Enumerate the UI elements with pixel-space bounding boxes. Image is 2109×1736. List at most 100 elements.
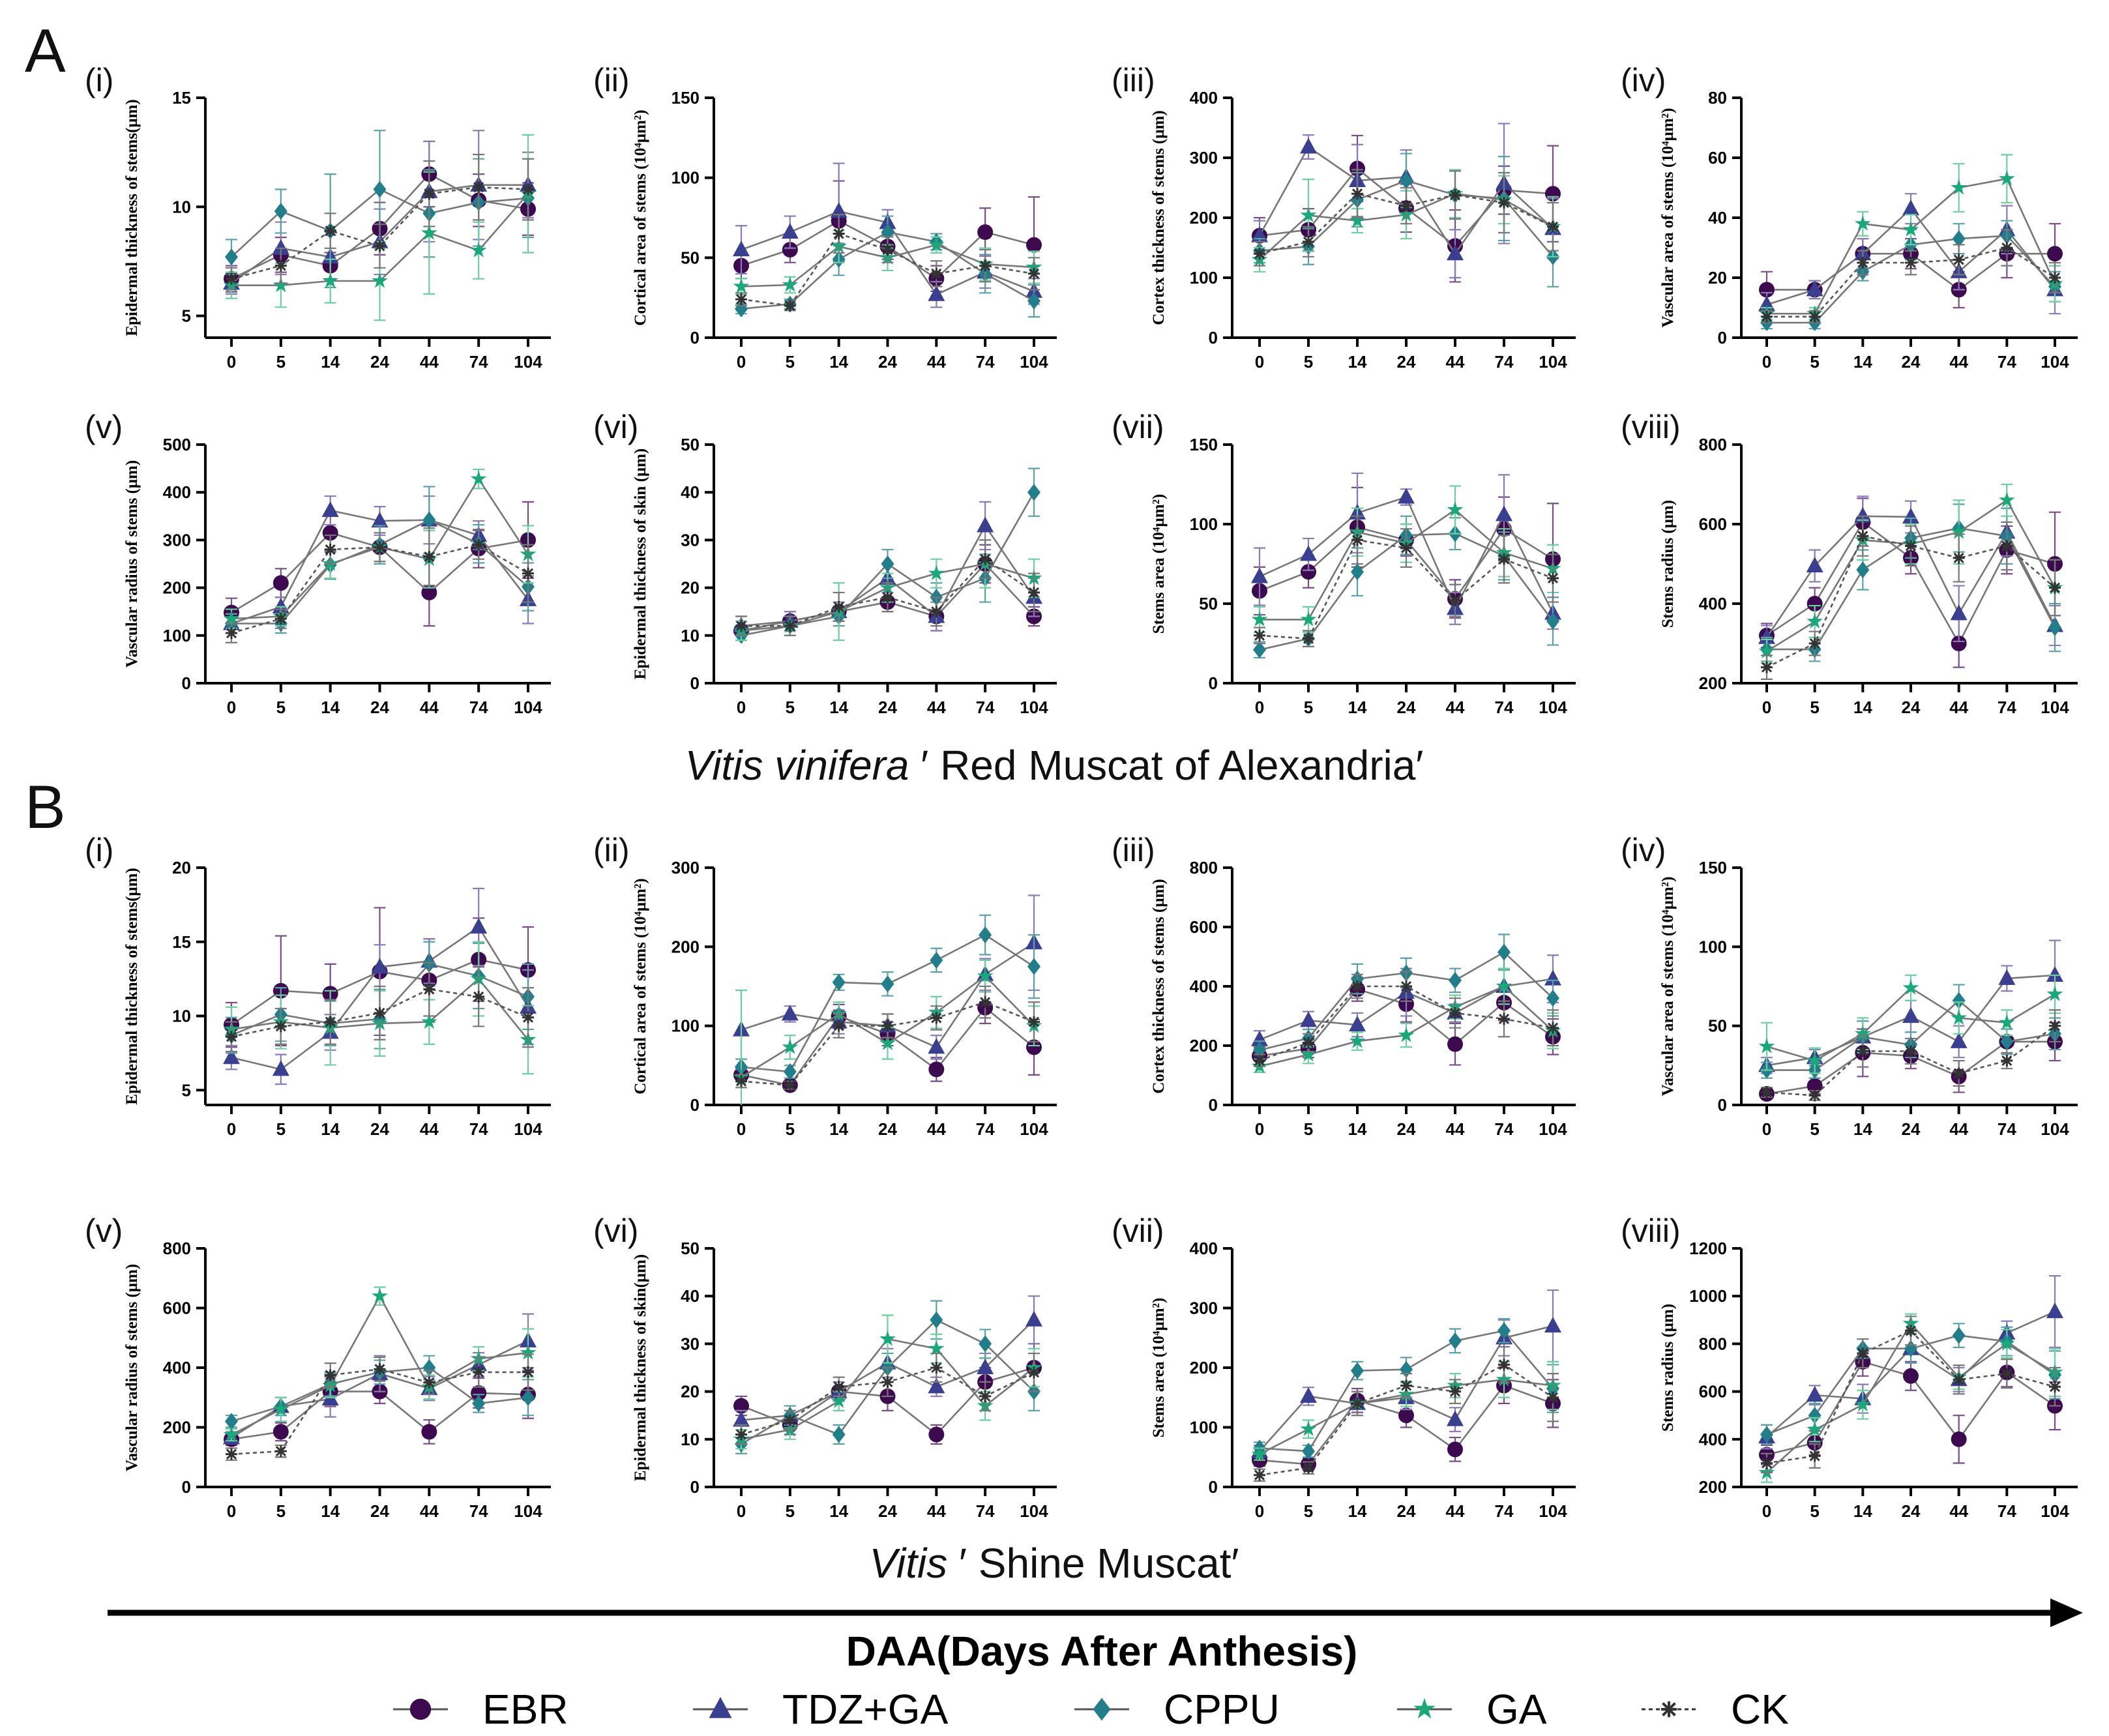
subplot-label: (v) — [85, 409, 123, 445]
data-point — [1449, 1007, 1461, 1019]
series-ck — [1761, 1009, 2061, 1102]
x-tick-label: 44 — [1446, 1501, 1465, 1521]
y-axis-label: Cortical area of stems (10⁴μm²) — [632, 110, 649, 325]
data-point — [783, 1063, 797, 1081]
data-point — [1449, 971, 1462, 989]
x-tick-label: 5 — [1810, 698, 1819, 717]
data-point — [273, 1401, 289, 1417]
data-point — [1806, 280, 1823, 297]
x-tick-label: 5 — [1810, 352, 1819, 372]
data-point — [1254, 629, 1265, 641]
data-point — [225, 1413, 238, 1430]
data-point — [1300, 207, 1317, 222]
x-tick-label: 44 — [1949, 1501, 1968, 1521]
data-point — [1351, 188, 1363, 200]
data-point — [2046, 1302, 2063, 1318]
data-point — [1760, 1426, 1773, 1443]
data-point — [1498, 1013, 1510, 1025]
data-point — [1398, 488, 1415, 504]
data-point — [2049, 581, 2061, 594]
data-point — [1300, 611, 1317, 626]
data-point — [1759, 282, 1775, 298]
data-point — [223, 610, 240, 626]
data-point — [2001, 1368, 2013, 1380]
x-tick-label: 0 — [1762, 352, 1771, 372]
chart-a-1: 5 10 15 0 5 14 24 44 74 104 Epidermal thickness of… — [85, 62, 551, 372]
subplot-label: (viii) — [1621, 1213, 1681, 1249]
data-point — [1300, 1011, 1317, 1027]
x-tick-label: 14 — [829, 352, 848, 372]
series-ga — [223, 134, 537, 321]
x-tick-label: 14 — [1853, 698, 1872, 717]
x-tick-label: 0 — [1255, 1119, 1264, 1139]
data-point — [1950, 604, 1968, 621]
data-point — [374, 541, 386, 553]
data-point — [421, 1013, 437, 1029]
y-tick-label: 150 — [671, 88, 700, 108]
data-point — [1902, 199, 1919, 216]
x-tick-label: 14 — [829, 1501, 848, 1521]
data-point — [879, 1035, 896, 1050]
x-tick-label: 14 — [321, 1501, 340, 1521]
series-ck — [1254, 971, 1559, 1067]
data-point — [735, 300, 748, 317]
data-point — [1351, 534, 1363, 546]
data-point — [522, 1366, 534, 1378]
data-point — [1547, 1022, 1559, 1034]
data-point — [1902, 221, 1919, 237]
data-point — [1302, 1443, 1315, 1460]
y-tick-label: 400 — [1190, 88, 1218, 108]
subplot-label: (ii) — [593, 832, 630, 868]
data-point — [1254, 1054, 1265, 1067]
x-tick-label: 104 — [2041, 1501, 2069, 1521]
data-point — [1905, 1045, 1917, 1057]
caption-b: Vitis ′ Shine Muscat′ — [869, 1540, 1239, 1587]
y-axis-label: Epidermal thickness of stems(μm) — [123, 868, 141, 1104]
data-point — [374, 1363, 386, 1376]
x-tick-label: 5 — [276, 698, 286, 717]
y-tick-label: 600 — [1699, 514, 1727, 534]
data-point — [1028, 267, 1040, 280]
data-point — [784, 1079, 796, 1091]
data-point — [977, 516, 994, 533]
x-tick-label: 104 — [1020, 698, 1048, 717]
x-tick-label: 74 — [976, 1119, 995, 1139]
data-point — [1496, 978, 1512, 993]
data-point — [928, 1377, 945, 1394]
x-tick-label: 0 — [1255, 1501, 1264, 1521]
data-point — [1806, 1386, 1823, 1402]
legend-marker — [409, 1698, 432, 1720]
y-axis-label: Stems radius (μm) — [1659, 500, 1677, 628]
x-tick-label: 24 — [878, 1119, 897, 1139]
data-point — [321, 501, 339, 518]
data-point — [930, 951, 943, 969]
data-point — [1808, 1450, 1821, 1462]
x-tick-label: 74 — [1495, 698, 1514, 717]
x-tick-label: 0 — [227, 698, 236, 717]
y-axis-label: Cortex thickness of stems (μm) — [1150, 879, 1168, 1093]
x-tick-label: 24 — [370, 698, 389, 717]
subplot-label: (vii) — [1112, 1213, 1164, 1249]
data-point — [784, 1414, 796, 1426]
data-point — [423, 1376, 435, 1389]
y-tick-label: 60 — [1708, 148, 1727, 168]
y-tick-label: 0 — [1718, 1095, 1727, 1115]
data-point — [1027, 958, 1040, 975]
data-point — [2001, 540, 2013, 552]
data-point — [930, 1362, 943, 1374]
data-point — [421, 224, 437, 240]
data-point — [928, 1061, 945, 1078]
y-tick-label: 200 — [1190, 1358, 1218, 1377]
x-tick-label: 5 — [1810, 1119, 1819, 1139]
data-point — [1251, 611, 1268, 626]
series-ck — [735, 213, 1040, 312]
arrow-label: DAA(Days After Anthesis) — [846, 1628, 1358, 1675]
y-tick-label: 100 — [1190, 1418, 1218, 1437]
legend-label: EBR — [482, 1686, 568, 1733]
data-point — [226, 1448, 237, 1460]
data-point — [324, 1369, 336, 1381]
data-point — [1025, 1310, 1042, 1327]
data-point — [979, 553, 992, 565]
data-point — [1902, 1007, 1919, 1023]
y-tick-label: 30 — [681, 530, 700, 550]
